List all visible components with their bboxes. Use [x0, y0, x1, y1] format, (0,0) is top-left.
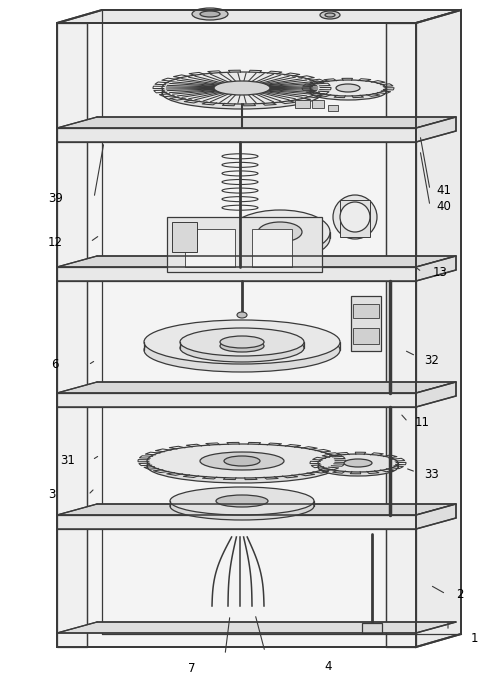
Ellipse shape	[318, 454, 398, 472]
Ellipse shape	[340, 202, 370, 232]
Ellipse shape	[192, 8, 228, 20]
Ellipse shape	[144, 328, 340, 372]
Polygon shape	[351, 296, 381, 351]
Ellipse shape	[336, 84, 360, 92]
Ellipse shape	[147, 449, 337, 483]
Ellipse shape	[230, 216, 330, 260]
Ellipse shape	[144, 320, 340, 364]
Ellipse shape	[344, 459, 372, 467]
Ellipse shape	[200, 452, 284, 470]
Ellipse shape	[170, 492, 314, 520]
Text: 2: 2	[456, 587, 464, 600]
Ellipse shape	[200, 11, 220, 17]
Text: 11: 11	[415, 416, 430, 429]
Ellipse shape	[310, 84, 386, 100]
Polygon shape	[416, 256, 456, 281]
Ellipse shape	[214, 81, 270, 95]
Polygon shape	[57, 622, 456, 633]
Polygon shape	[57, 128, 416, 142]
Polygon shape	[416, 382, 456, 407]
Polygon shape	[328, 105, 338, 111]
Text: 7: 7	[188, 662, 196, 675]
Text: 4: 4	[324, 660, 332, 673]
Polygon shape	[57, 23, 416, 647]
Polygon shape	[57, 117, 456, 128]
Ellipse shape	[180, 334, 304, 362]
Ellipse shape	[180, 328, 304, 356]
Text: 1: 1	[470, 631, 478, 644]
Polygon shape	[416, 504, 456, 529]
Text: 31: 31	[61, 453, 75, 466]
Text: 3: 3	[48, 488, 56, 502]
Ellipse shape	[237, 312, 247, 318]
Text: 13: 13	[433, 265, 447, 278]
Polygon shape	[340, 200, 370, 237]
Text: 40: 40	[436, 199, 451, 212]
Polygon shape	[57, 267, 416, 281]
Polygon shape	[386, 23, 416, 647]
Ellipse shape	[230, 210, 330, 254]
Polygon shape	[57, 504, 456, 515]
Polygon shape	[57, 10, 461, 23]
Polygon shape	[353, 304, 379, 318]
Ellipse shape	[220, 336, 264, 348]
Text: 33: 33	[425, 469, 439, 482]
Polygon shape	[57, 393, 416, 407]
Ellipse shape	[258, 222, 302, 242]
Polygon shape	[362, 623, 382, 633]
Ellipse shape	[224, 456, 260, 466]
Ellipse shape	[318, 458, 398, 476]
Ellipse shape	[170, 487, 314, 515]
Text: 39: 39	[49, 192, 63, 205]
Ellipse shape	[216, 495, 268, 507]
Text: 41: 41	[436, 183, 451, 196]
Polygon shape	[185, 229, 235, 267]
Ellipse shape	[162, 72, 322, 104]
Text: 32: 32	[425, 354, 439, 366]
Text: 6: 6	[51, 359, 59, 372]
Polygon shape	[416, 117, 456, 142]
Ellipse shape	[162, 77, 322, 109]
Polygon shape	[57, 23, 87, 647]
Ellipse shape	[325, 13, 335, 17]
Polygon shape	[312, 100, 324, 108]
Ellipse shape	[220, 340, 264, 352]
Polygon shape	[252, 229, 292, 267]
Polygon shape	[167, 217, 322, 272]
Ellipse shape	[310, 80, 386, 96]
Polygon shape	[57, 515, 416, 529]
Polygon shape	[57, 382, 456, 393]
Polygon shape	[353, 328, 379, 344]
Ellipse shape	[147, 444, 337, 478]
Polygon shape	[172, 222, 197, 252]
Ellipse shape	[333, 195, 377, 239]
Polygon shape	[57, 256, 456, 267]
Polygon shape	[295, 100, 310, 108]
Ellipse shape	[320, 11, 340, 19]
Text: 12: 12	[48, 236, 62, 249]
Polygon shape	[416, 10, 461, 647]
